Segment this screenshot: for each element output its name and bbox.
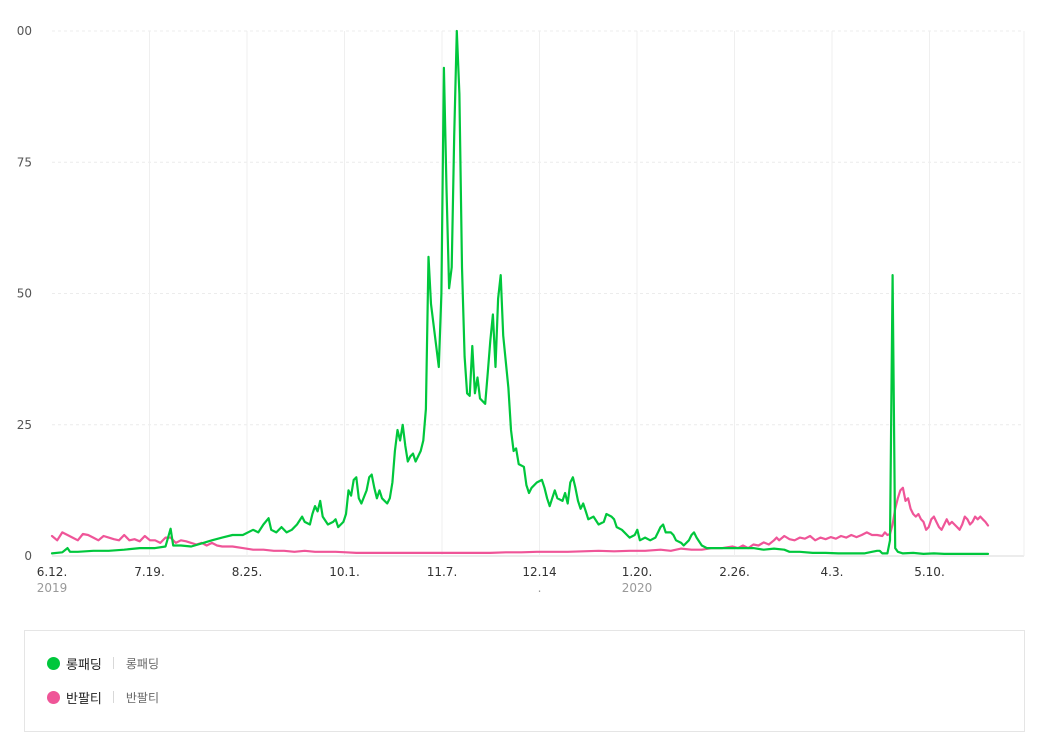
y-tick-label: 75 (17, 155, 32, 169)
y-tick-label: 00 (17, 24, 32, 38)
trend-line-chart: 00 75 50 25 0 6.12. 7.19. 8.25. 10.1. 11.7. 12.14 1… (17, 24, 1025, 595)
x-year-label: 2020 (622, 581, 653, 595)
legend-series-name: 반팔티 (66, 691, 102, 707)
series-line (50, 29, 990, 555)
x-year-label: 2019 (37, 581, 68, 595)
legend-item-series-2[interactable]: 반팔티 반팔티 (47, 685, 159, 709)
y-tick-label: 25 (17, 418, 32, 432)
legend-item-series-1[interactable]: 롱패딩 롱패딩 (47, 651, 159, 675)
x-tick-label: 2.26. (719, 565, 750, 579)
legend-divider (112, 691, 114, 703)
legend-series-keyword: 반팔티 (125, 690, 160, 705)
x-year-label: . (538, 581, 542, 595)
legend-panel: 롱패딩 롱패딩 반팔티 반팔티 (24, 630, 1025, 732)
y-tick-label: 50 (17, 287, 32, 301)
y-tick-label: 0 (24, 549, 32, 563)
legend-divider (112, 657, 114, 669)
series-2-dot-icon (47, 690, 60, 704)
x-tick-label: 6.12. (37, 565, 68, 579)
x-tick-label: 11.7. (427, 565, 458, 579)
x-tick-label: 8.25. (232, 565, 263, 579)
legend-series-name: 롱패딩 (66, 657, 102, 673)
legend-series-keyword: 롱패딩 (125, 656, 160, 671)
x-tick-label: 1.20. (622, 565, 653, 579)
x-tick-label: 7.19. (134, 565, 165, 579)
x-tick-label: 5.10. (914, 565, 945, 579)
x-tick-label: 12.14 (522, 565, 556, 579)
x-tick-label: 4.3. (821, 565, 844, 579)
series-1-dot-icon (47, 656, 60, 670)
series-line (50, 486, 990, 554)
x-tick-label: 10.1. (329, 565, 360, 579)
